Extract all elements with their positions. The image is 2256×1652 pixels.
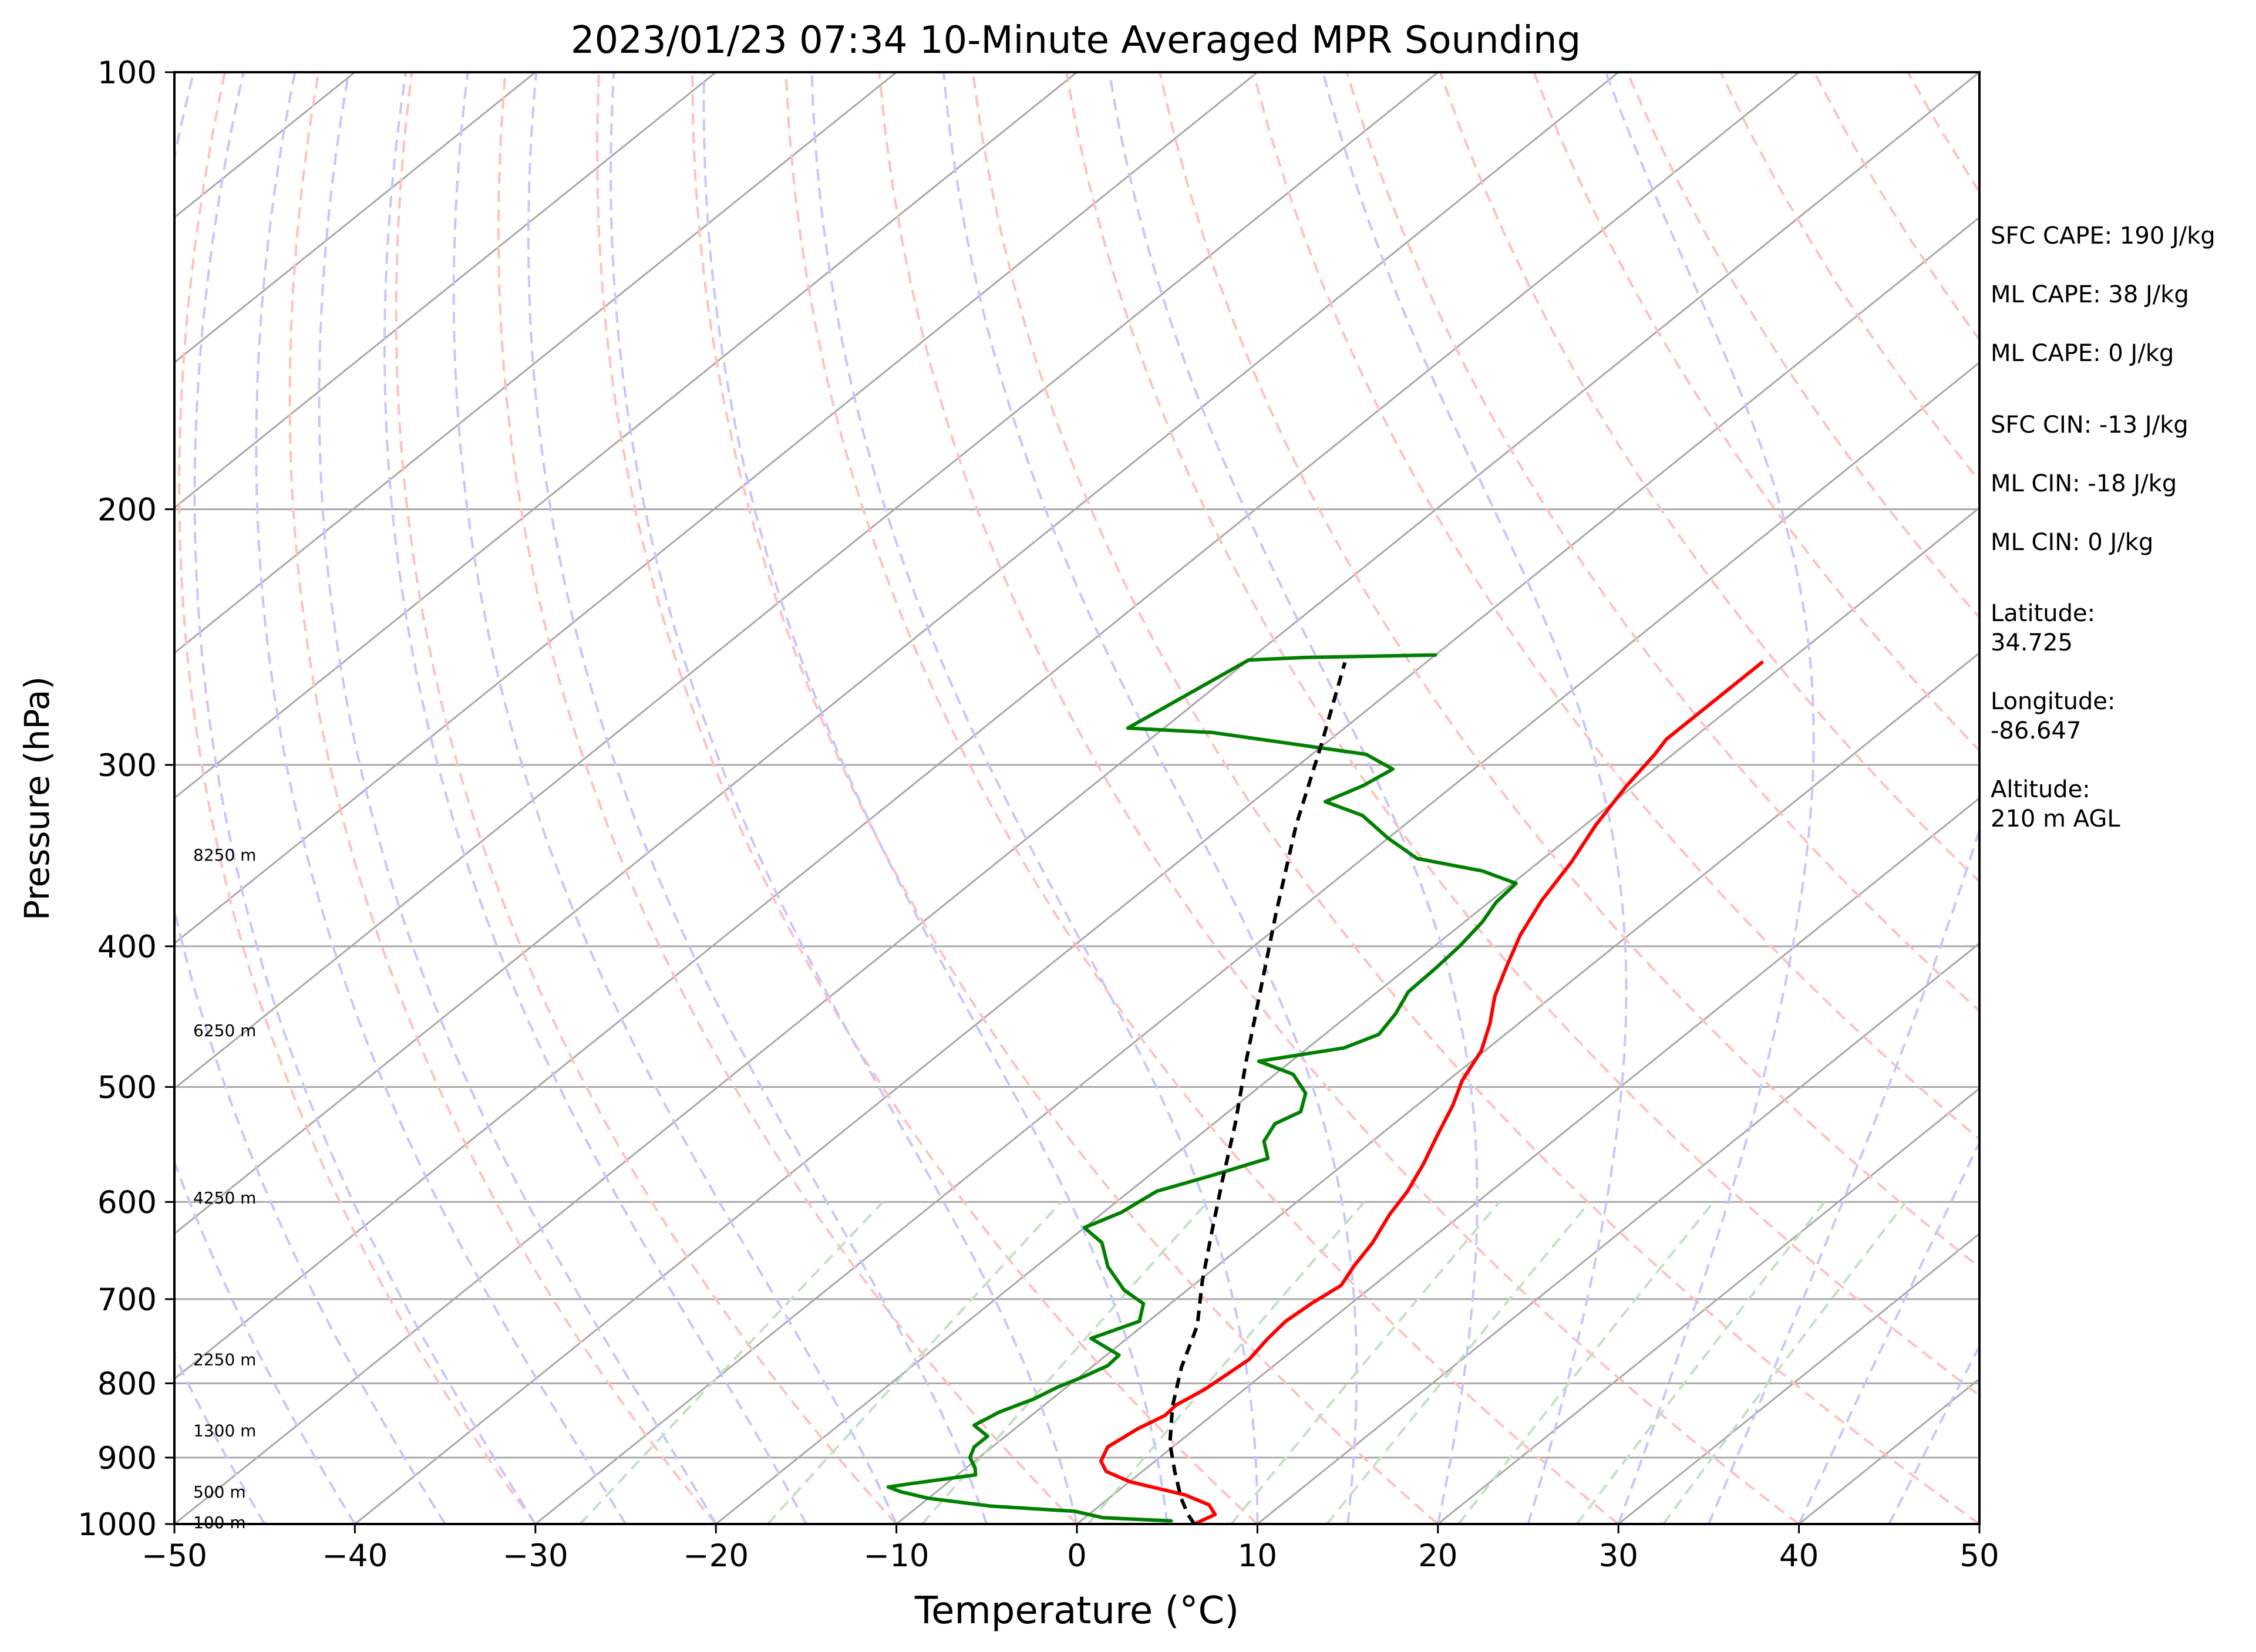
- x-tick-label: 50: [1959, 1538, 1999, 1574]
- x-tick-label: 20: [1418, 1538, 1457, 1574]
- longitude-label: Longitude:: [1991, 688, 2115, 715]
- y-tick-label: 500: [97, 1070, 157, 1106]
- x-tick-label: −20: [683, 1538, 749, 1574]
- height-label: 2250 m: [193, 1350, 256, 1369]
- isotherm-line: [0, 72, 1077, 1524]
- y-tick-label: 200: [97, 492, 157, 528]
- y-tick-label: 600: [97, 1185, 157, 1221]
- altitude-value: 210 m AGL: [1991, 805, 2120, 832]
- isotherm-lines: [0, 72, 2256, 1524]
- dry-adiabat-line: [2188, 72, 2256, 1524]
- moist-adiabat-line: [1109, 72, 1477, 1524]
- dry-adiabat-line: [973, 72, 1979, 1524]
- dry-adiabat-lines: [179, 72, 2256, 1524]
- longitude-value: -86.647: [1991, 717, 2081, 744]
- y-tick-label: 1000: [78, 1507, 157, 1543]
- mixing-ratio-line: [580, 1202, 883, 1524]
- moist-adiabat-line: [528, 72, 987, 1524]
- dry-adiabat-line: [879, 72, 1799, 1524]
- ml-cape-text: ML CAPE: 38 J/kg: [1991, 281, 2189, 308]
- moist-adiabat-line: [319, 72, 716, 1524]
- height-label: 8250 m: [193, 845, 256, 865]
- info-panel: SFC CAPE: 190 J/kg ML CAPE: 38 J/kg ML C…: [1991, 222, 2215, 832]
- y-tick-label: 700: [97, 1282, 157, 1318]
- height-label: 1300 m: [193, 1421, 256, 1441]
- sfc-cape-text: SFC CAPE: 190 J/kg: [1991, 222, 2215, 250]
- mixing-ratio-line: [768, 1202, 1062, 1524]
- x-tick-label: −30: [503, 1538, 568, 1574]
- height-label: 6250 m: [193, 1021, 256, 1040]
- moist-adiabat-line: [704, 72, 1167, 1524]
- sounding-series: [888, 655, 1762, 1524]
- y-tick-label: 400: [97, 929, 157, 965]
- x-tick-label: −10: [864, 1538, 930, 1574]
- mixing-ratio-line: [1088, 1202, 1365, 1524]
- plot-background: [0, 72, 2256, 1524]
- ml-cin-2-text: ML CIN: 0 J/kg: [1991, 529, 2153, 556]
- dry-adiabat-line: [179, 72, 536, 1524]
- moist-adiabat-line: [134, 72, 445, 1524]
- dry-adiabat-line: [692, 72, 1438, 1524]
- mixing-ratio-line: [1664, 1202, 1906, 1524]
- sfc-cin-text: SFC CIN: -13 J/kg: [1991, 412, 2188, 439]
- x-tick-label: 30: [1598, 1538, 1638, 1574]
- moist-adiabat-line: [256, 72, 625, 1524]
- ml-cape-2-text: ML CAPE: 0 J/kg: [1991, 340, 2174, 367]
- moist-adiabat-line: [385, 72, 806, 1524]
- x-axis-ticks: −50 −40 −30 −20 −10 0 10 20 30 40 50: [142, 1524, 1999, 1574]
- x-tick-label: 40: [1779, 1538, 1819, 1574]
- y-axis-ticks: 100 200 300 400 500 600 700 800 900 1000: [78, 55, 174, 1543]
- x-tick-label: −50: [142, 1538, 207, 1574]
- x-tick-label: 0: [1067, 1538, 1087, 1574]
- dry-adiabat-line: [786, 72, 1618, 1524]
- y-axis-label: Pressure (hPa): [17, 676, 57, 921]
- mixing-ratio-line: [1577, 1202, 1825, 1524]
- dry-adiabat-line: [396, 72, 897, 1524]
- isotherm-line: [0, 72, 1257, 1524]
- height-label: 100 m: [193, 1513, 246, 1532]
- moist-adiabat-line: [812, 72, 1257, 1524]
- x-tick-label: −40: [322, 1538, 388, 1574]
- x-axis-label: Temperature (°C): [914, 1589, 1239, 1633]
- ml-cin-text: ML CIN: -18 J/kg: [1991, 470, 2177, 497]
- chart-title: 2023/01/23 07:34 10-Minute Averaged MPR …: [571, 19, 1581, 62]
- y-tick-label: 100: [97, 55, 157, 91]
- isotherm-line: [0, 72, 536, 1524]
- moist-adiabat-line: [454, 72, 897, 1524]
- height-labels: 100 m 500 m 1300 m 2250 m 4250 m 6250 m 8250 m: [193, 845, 256, 1532]
- y-tick-label: 800: [97, 1366, 157, 1402]
- y-tick-label: 300: [97, 748, 157, 784]
- y-tick-label: 900: [97, 1441, 157, 1476]
- moist-adiabat-line: [195, 72, 536, 1524]
- moist-adiabat-lines: [0, 72, 2256, 1524]
- x-tick-label: 10: [1238, 1538, 1277, 1574]
- latitude-value: 34.725: [1991, 629, 2073, 656]
- altitude-label: Altitude:: [1991, 776, 2090, 803]
- height-label: 4250 m: [193, 1188, 256, 1208]
- moist-adiabat-line: [1323, 72, 1626, 1524]
- height-label: 500 m: [193, 1482, 246, 1502]
- dry-adiabat-line: [597, 72, 1257, 1524]
- latitude-label: Latitude:: [1991, 600, 2095, 627]
